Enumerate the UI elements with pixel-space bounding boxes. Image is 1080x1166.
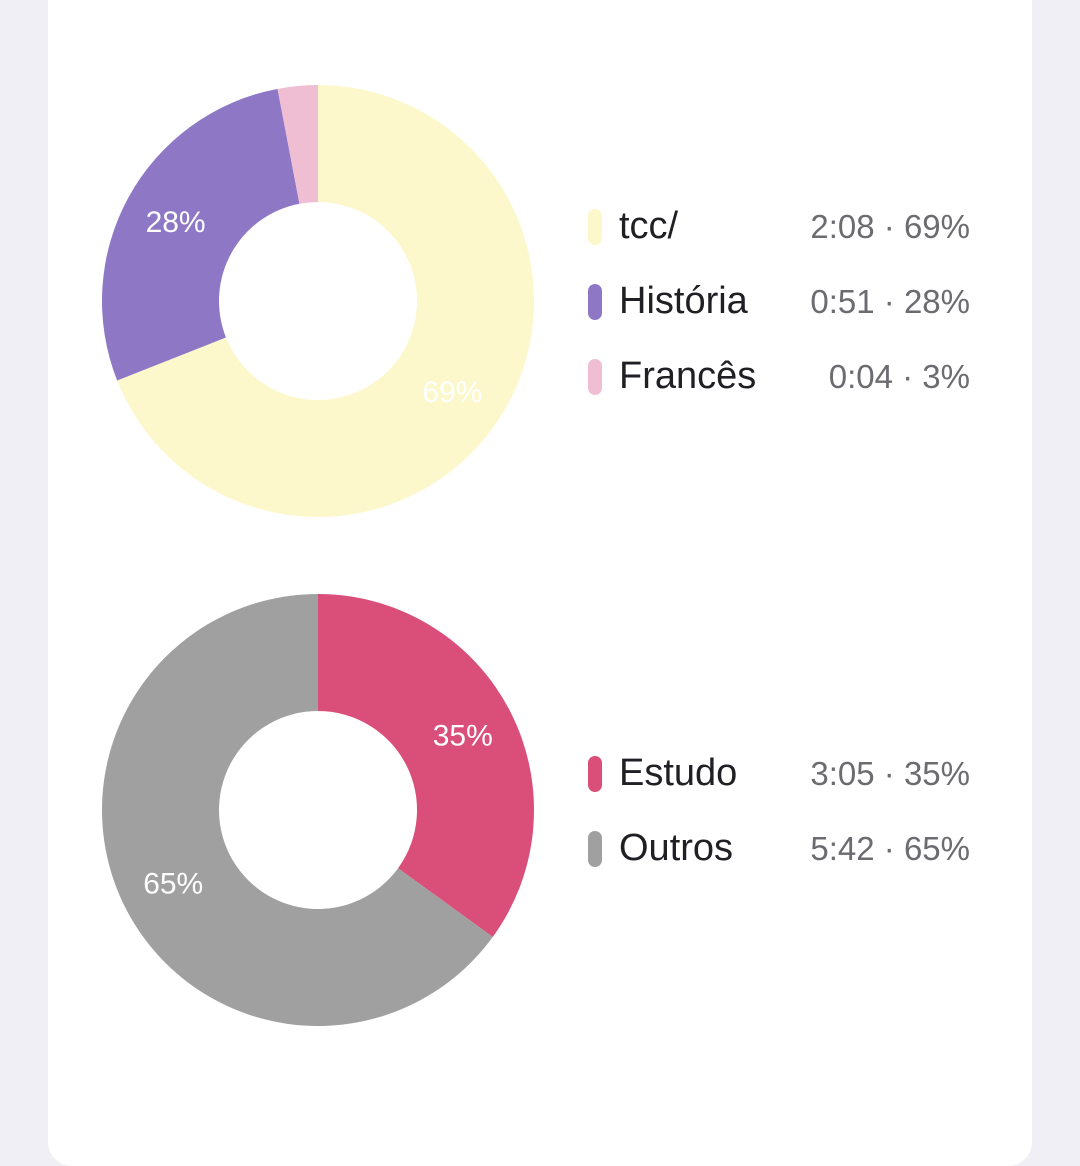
legend-label: tcc/	[619, 205, 679, 247]
donut-slice-História	[101, 88, 300, 381]
donut-chart-subjects: 69% 28%	[101, 85, 535, 518]
legend-item: Francês 0:04 · 3%	[588, 339, 970, 414]
legend-subjects: tcc/ 2:08 · 69% História 0:51 · 28% Fran…	[588, 189, 970, 414]
donut-slice-Outros	[101, 594, 493, 1026]
legend-label: Francês	[619, 355, 757, 397]
donut-slice-Estudo	[318, 594, 534, 937]
legend-categories: Estudo 3:05 · 35% Outros 5:42 · 65%	[588, 736, 970, 886]
legend-swatch	[588, 208, 602, 245]
legend-item: História 0:51 · 28%	[588, 264, 970, 339]
legend-item: Estudo 3:05 · 35%	[588, 736, 970, 811]
legend-value: 0:51 · 28%	[810, 282, 970, 320]
donut-slice-tcc/	[117, 85, 535, 518]
legend-value: 5:42 · 65%	[810, 829, 970, 867]
slice-percent-label: 28%	[146, 206, 206, 239]
slice-percent-label: 35%	[433, 720, 493, 753]
legend-label: História	[619, 280, 748, 322]
donut-chart-categories: 35% 65%	[101, 594, 534, 1026]
slice-percent-label: 65%	[143, 867, 203, 900]
legend-swatch	[588, 283, 602, 320]
legend-item: tcc/ 2:08 · 69%	[588, 189, 970, 264]
legend-label: Outros	[619, 827, 734, 869]
donut-slice-Francês	[277, 85, 318, 204]
slice-percent-label: 69%	[422, 376, 482, 409]
legend-item: Outros 5:42 · 65%	[588, 811, 970, 886]
legend-swatch	[588, 755, 602, 792]
legend-value: 3:05 · 35%	[810, 754, 970, 792]
legend-label: Estudo	[619, 752, 738, 794]
legend-value: 0:04 · 3%	[828, 357, 970, 395]
legend-swatch	[588, 830, 602, 867]
legend-swatch	[588, 358, 602, 395]
legend-value: 2:08 · 69%	[810, 207, 970, 245]
